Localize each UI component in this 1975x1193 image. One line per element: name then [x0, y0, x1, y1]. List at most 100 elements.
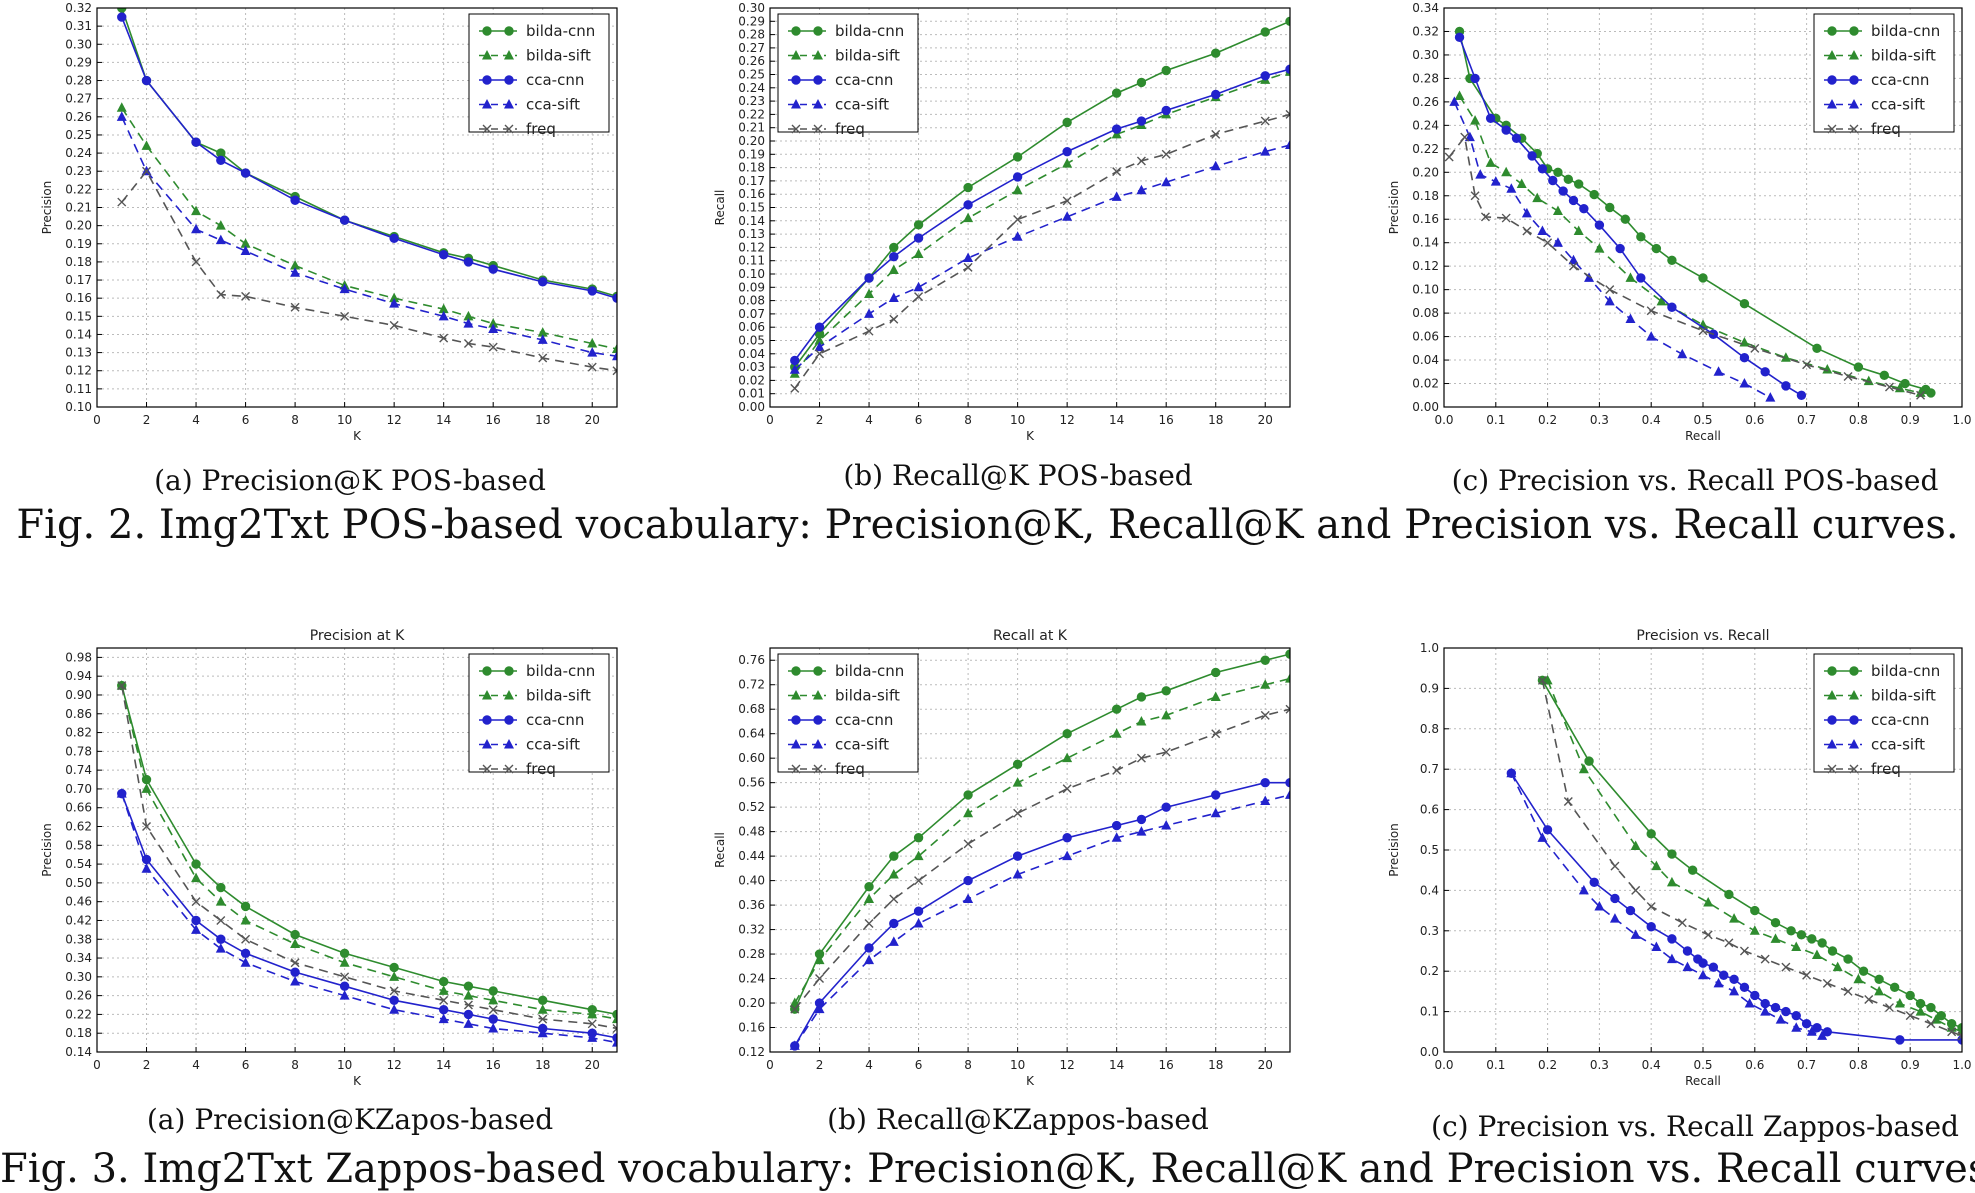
- data-point-bilda-sift: [1542, 674, 1553, 685]
- data-point-bilda-cnn: [1843, 954, 1853, 964]
- data-point-bilda-sift: [1161, 709, 1172, 720]
- data-point-cca-cnn: [1739, 353, 1750, 363]
- data-point-cca-sift: [1537, 832, 1548, 842]
- data-point-cca-sift: [1630, 929, 1641, 939]
- legend-marker-cca-sift: [482, 739, 492, 749]
- data-point-bilda-sift: [290, 938, 301, 948]
- data-point-bilda-sift: [864, 893, 875, 903]
- x-tick-label: 16: [486, 1058, 501, 1072]
- data-point-bilda-sift: [1874, 985, 1885, 996]
- data-point-cca-sift: [1765, 392, 1776, 402]
- legend-label-cca-sift: cca-sift: [526, 736, 580, 754]
- legend-marker-bilda-cnn: [482, 26, 492, 36]
- data-point-cca-sift: [913, 281, 924, 292]
- data-point-cca-cnn: [1895, 1035, 1905, 1045]
- legend-marker-cca-sift: [482, 99, 492, 109]
- data-point-cca-cnn: [1537, 164, 1548, 174]
- x-tick-label: 20: [585, 1058, 600, 1072]
- data-point-bilda-sift: [814, 335, 825, 345]
- data-point-freq: [1822, 978, 1832, 988]
- x-axis-label: K: [353, 1074, 362, 1088]
- x-tick-label: 10: [1010, 1058, 1025, 1072]
- data-point-bilda-cnn: [1620, 214, 1631, 224]
- data-point-bilda-sift: [1062, 158, 1073, 168]
- data-point-cca-sift: [1490, 176, 1501, 186]
- data-point-cca-sift: [587, 1032, 598, 1042]
- data-point-bilda-cnn: [1161, 65, 1171, 76]
- data-point-cca-sift: [1537, 225, 1548, 235]
- data-point-cca-sift: [240, 957, 251, 967]
- data-point-bilda-cnn: [1874, 974, 1884, 984]
- y-tick-label: 0.10: [738, 267, 765, 281]
- y-tick-label: 0.21: [65, 201, 92, 215]
- x-tick-label: 12: [387, 413, 402, 427]
- data-point-cca-cnn: [1579, 203, 1589, 214]
- legend-label-cca-sift: cca-sift: [835, 736, 889, 754]
- y-tick-label: 0.14: [1412, 236, 1439, 250]
- series-layer: [116, 680, 617, 1047]
- series-line-freq: [121, 685, 617, 1030]
- data-point-freq: [1957, 1031, 1962, 1041]
- data-point-cca-sift: [864, 954, 875, 965]
- data-point-cca-cnn: [1708, 962, 1719, 972]
- y-tick-label: 0.15: [738, 201, 765, 215]
- legend-box: [1813, 653, 1955, 773]
- data-point-bilda-sift: [191, 872, 202, 883]
- data-point-cca-sift: [1775, 1014, 1786, 1024]
- legend-label-bilda-sift: bilda-sift: [1871, 687, 1936, 705]
- data-point-bilda-sift: [1853, 973, 1864, 984]
- data-point-cca-cnn: [1770, 1002, 1781, 1013]
- data-point-freq: [191, 257, 201, 267]
- legend-marker-cca-cnn: [482, 715, 492, 725]
- y-tick-label: 0.04: [1412, 353, 1439, 367]
- data-point-cca-sift: [488, 323, 499, 334]
- data-point-freq: [1136, 753, 1146, 763]
- legend-marker-cca-cnn: [813, 75, 823, 85]
- y-tick-label: 1.0: [1420, 641, 1439, 655]
- data-point-cca-sift: [463, 1018, 474, 1028]
- data-point-bilda-cnn: [488, 986, 498, 996]
- data-point-cca-sift: [1521, 207, 1532, 218]
- y-tick-label: 0.16: [1412, 212, 1439, 226]
- y-tick-label: 0.17: [738, 174, 765, 188]
- legend-label-cca-cnn: cca-cnn: [835, 711, 893, 729]
- data-point-bilda-cnn: [1636, 232, 1646, 242]
- data-point-cca-cnn: [191, 137, 201, 147]
- x-tick-label: 20: [1258, 1058, 1273, 1072]
- legend-label-cca-cnn: cca-cnn: [526, 71, 584, 89]
- figure-3-caption: Fig. 3. Img2Txt Zappos-based vocabulary:…: [0, 1146, 1975, 1192]
- legend-marker-freq: [1827, 764, 1837, 774]
- data-point-cca-sift: [587, 347, 598, 357]
- data-point-cca-cnn: [1667, 302, 1677, 312]
- data-point-bilda-cnn: [463, 981, 474, 991]
- data-point-cca-sift: [1739, 378, 1750, 388]
- y-tick-label: 0.32: [738, 923, 765, 937]
- data-point-freq: [1677, 918, 1687, 928]
- data-point-bilda-sift: [215, 896, 226, 906]
- data-point-bilda-cnn: [1807, 934, 1817, 944]
- data-point-freq: [1460, 132, 1470, 142]
- data-point-bilda-sift: [612, 343, 617, 353]
- plot-frame: [1443, 7, 1963, 408]
- data-point-cca-sift: [1791, 1022, 1802, 1032]
- series-layer: [789, 16, 1290, 393]
- y-tick-label: 0.14: [738, 214, 765, 228]
- data-point-cca-sift: [1062, 850, 1073, 861]
- data-point-bilda-sift: [1260, 679, 1271, 689]
- series-line-cca-sift: [794, 144, 1290, 371]
- data-point-bilda-cnn: [1796, 930, 1807, 940]
- legend-label-cca-cnn: cca-cnn: [1871, 71, 1929, 89]
- data-point-freq: [612, 366, 617, 376]
- data-point-cca-cnn: [240, 948, 251, 959]
- series-line-bilda-sift: [121, 107, 617, 350]
- data-point-cca-sift: [814, 1003, 825, 1014]
- legend-marker-bilda-sift: [482, 50, 492, 60]
- data-point-freq: [340, 311, 350, 321]
- series-line-freq: [1448, 135, 1921, 397]
- data-point-cca-cnn: [1136, 116, 1147, 126]
- y-tick-label: 0.22: [1412, 142, 1439, 156]
- data-point-bilda-sift: [1703, 897, 1714, 907]
- data-point-cca-sift: [537, 1027, 548, 1038]
- data-point-bilda-cnn: [1770, 918, 1781, 928]
